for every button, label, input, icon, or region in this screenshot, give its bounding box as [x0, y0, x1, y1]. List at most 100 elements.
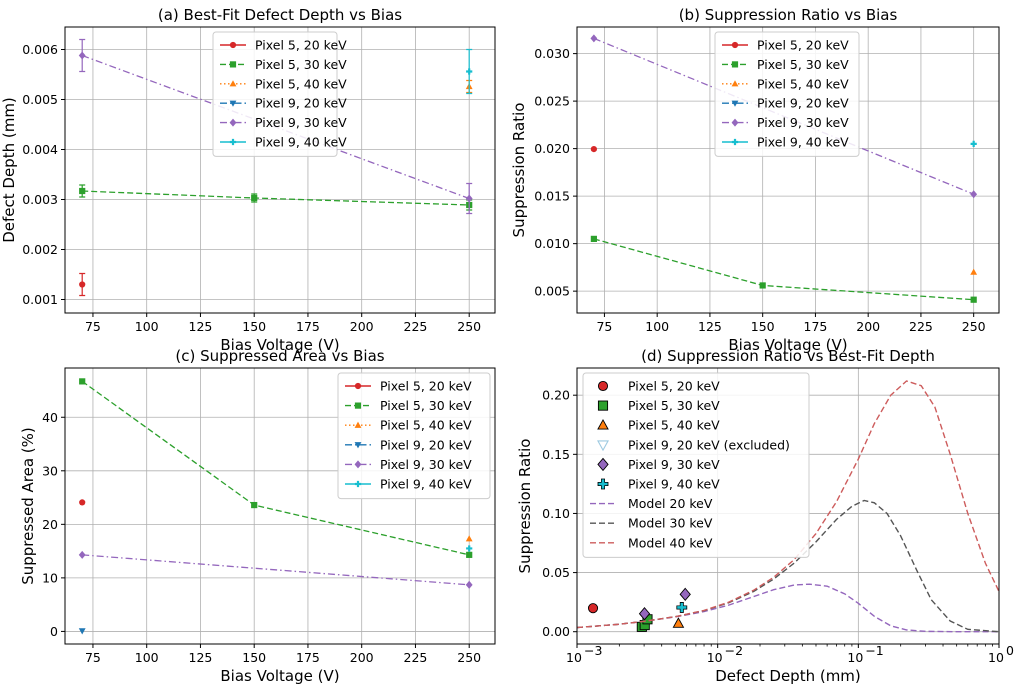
legend-label: Pixel 9, 30 keV — [380, 457, 472, 472]
legend-marker — [731, 80, 739, 87]
legend-entry-pixel-5-30-kev: Pixel 5, 30 keV — [722, 57, 849, 72]
series-pixel-9-30-kev — [638, 587, 691, 621]
legend-label: Pixel 5, 30 keV — [757, 57, 849, 72]
legend-label: Pixel 9, 40 keV — [757, 135, 849, 150]
legend-label: Pixel 9, 30 keV — [628, 457, 720, 472]
legend-marker — [229, 138, 237, 146]
legend-marker — [731, 138, 739, 146]
data-point — [78, 550, 86, 559]
y-tick-label: 30 — [42, 463, 58, 478]
x-axis-label: Bias Voltage (V) — [728, 336, 847, 354]
x-tick-label: 100 — [135, 650, 159, 665]
legend-marker — [354, 480, 362, 488]
legend-marker — [354, 402, 362, 409]
x-tick-label: 175 — [804, 319, 828, 334]
legend: Pixel 5, 20 keV Pixel 5, 30 keV Pixel 5, 4… — [337, 372, 491, 500]
series-pixel-5-30-kev — [79, 378, 473, 558]
legend-entry-pixel-5-40-kev: Pixel 5, 40 keV — [345, 418, 472, 433]
series-pixel-9-40-kev — [466, 48, 473, 95]
y-tick-label: 0.010 — [534, 236, 570, 251]
legend-label: Pixel 9, 40 keV — [628, 477, 720, 492]
legend-entry-pixel-9-40-kev: Pixel 9, 40 keV — [345, 477, 472, 492]
x-tick-label: 200 — [856, 319, 880, 334]
legend-label: Pixel 5, 30 keV — [628, 398, 720, 413]
panel-a: 75 100 125 150 175 200 225 250 0.001 0.002 0.003 0.… — [0, 6, 496, 354]
legend-entry-pixel-9-40-kev: Pixel 9, 40 keV — [722, 135, 849, 150]
x-tick-label: 10 — [566, 650, 582, 665]
data-point — [970, 140, 977, 147]
legend-label: Pixel 9, 20 keV — [757, 96, 849, 111]
x-tick-label: 10 — [707, 650, 723, 665]
legend-marker — [731, 61, 739, 68]
x-tick-label: 250 — [962, 319, 986, 334]
x-tick-label: 125 — [189, 650, 213, 665]
legend-entry-pixel-9-40-kev: Pixel 9, 40 keV — [220, 135, 347, 150]
x-tick-label: 75 — [85, 650, 101, 665]
legend-label: Model 40 keV — [628, 535, 713, 550]
x-tick-label: 100 — [645, 319, 669, 334]
legend-label: Pixel 5, 20 keV — [628, 379, 720, 394]
legend-entry-pixel-5-30-kev: Pixel 5, 30 keV — [597, 398, 720, 413]
data-point — [970, 190, 978, 199]
y-axis-label: Defect Depth (mm) — [0, 97, 18, 243]
legend-entry-pixel-5-20-kev: Pixel 5, 20 keV — [220, 38, 347, 53]
data-point — [638, 607, 651, 621]
data-point — [590, 235, 597, 242]
y-tick-label: 0.001 — [22, 292, 58, 307]
x-tick-label: 200 — [350, 319, 374, 334]
x-tick-label: 225 — [404, 319, 428, 334]
legend-marker — [731, 100, 739, 107]
series-model-20-kev — [577, 583, 999, 633]
x-tick-exponent: 0 — [1006, 643, 1014, 658]
legend-box — [212, 31, 338, 157]
x-tick-label: 75 — [85, 319, 101, 334]
y-tick-label: 0.025 — [534, 94, 570, 109]
legend-label: Pixel 5, 40 keV — [757, 76, 849, 91]
x-axis-label: Defect Depth (mm) — [715, 667, 861, 685]
legend-marker — [598, 479, 608, 489]
data-point — [466, 68, 473, 75]
data-point — [78, 628, 86, 635]
legend-entry-pixel-5-40-kev: Pixel 5, 40 keV — [220, 76, 347, 91]
y-axis-label: Suppression Ratio — [516, 439, 534, 574]
x-tick-label: 150 — [242, 650, 266, 665]
series-pixel-9-40-kev — [970, 140, 977, 147]
data-point — [590, 145, 597, 153]
legend-marker — [229, 61, 237, 68]
y-tick-label: 0.006 — [22, 42, 58, 57]
x-tick-label: 225 — [404, 650, 428, 665]
legend-marker — [229, 41, 237, 49]
legend-box — [582, 372, 810, 558]
x-axis-label: Bias Voltage (V) — [220, 667, 339, 685]
data-point — [466, 545, 473, 552]
data-point — [590, 34, 598, 43]
data-point — [251, 194, 258, 202]
legend-label: Pixel 5, 40 keV — [255, 76, 347, 91]
series-pixel-5-20-kev — [590, 145, 597, 153]
y-tick-label: 0.05 — [542, 565, 570, 580]
legend-box — [337, 372, 491, 500]
y-tick-label: 0.00 — [542, 624, 570, 639]
x-tick-label: 175 — [296, 319, 320, 334]
legend-entry-pixel-9-30-kev: Pixel 9, 30 keV — [597, 457, 720, 472]
legend-entry-model-30-kev: Model 30 keV — [590, 516, 713, 531]
series-pixel-5-30-kev — [79, 184, 473, 211]
x-tick-label: 225 — [909, 319, 933, 334]
legend: Pixel 5, 20 keV Pixel 5, 30 keV Pixel 5, 4… — [212, 31, 347, 157]
legend-marker — [597, 440, 609, 452]
legend-label: Pixel 5, 40 keV — [380, 418, 472, 433]
legend-box — [714, 31, 860, 157]
y-tick-label: 40 — [42, 410, 58, 425]
data-point — [465, 535, 473, 542]
legend-entry-pixel-9-30-kev: Pixel 9, 30 keV — [345, 457, 472, 472]
legend-marker — [354, 442, 362, 449]
series-line — [577, 583, 999, 633]
legend-entry-pixel-5-20-kev: Pixel 5, 20 keV — [722, 38, 849, 53]
legend-marker — [597, 380, 609, 392]
legend-label: Model 30 keV — [628, 516, 713, 531]
y-tick-label: 0.004 — [22, 142, 58, 157]
plot-area — [577, 380, 999, 633]
legend-label: Pixel 5, 40 keV — [628, 418, 720, 433]
y-tick-label: 0.030 — [534, 46, 570, 61]
legend: Pixel 5, 20 keV Pixel 5, 30 keV Pixel 5, 4… — [714, 31, 860, 157]
